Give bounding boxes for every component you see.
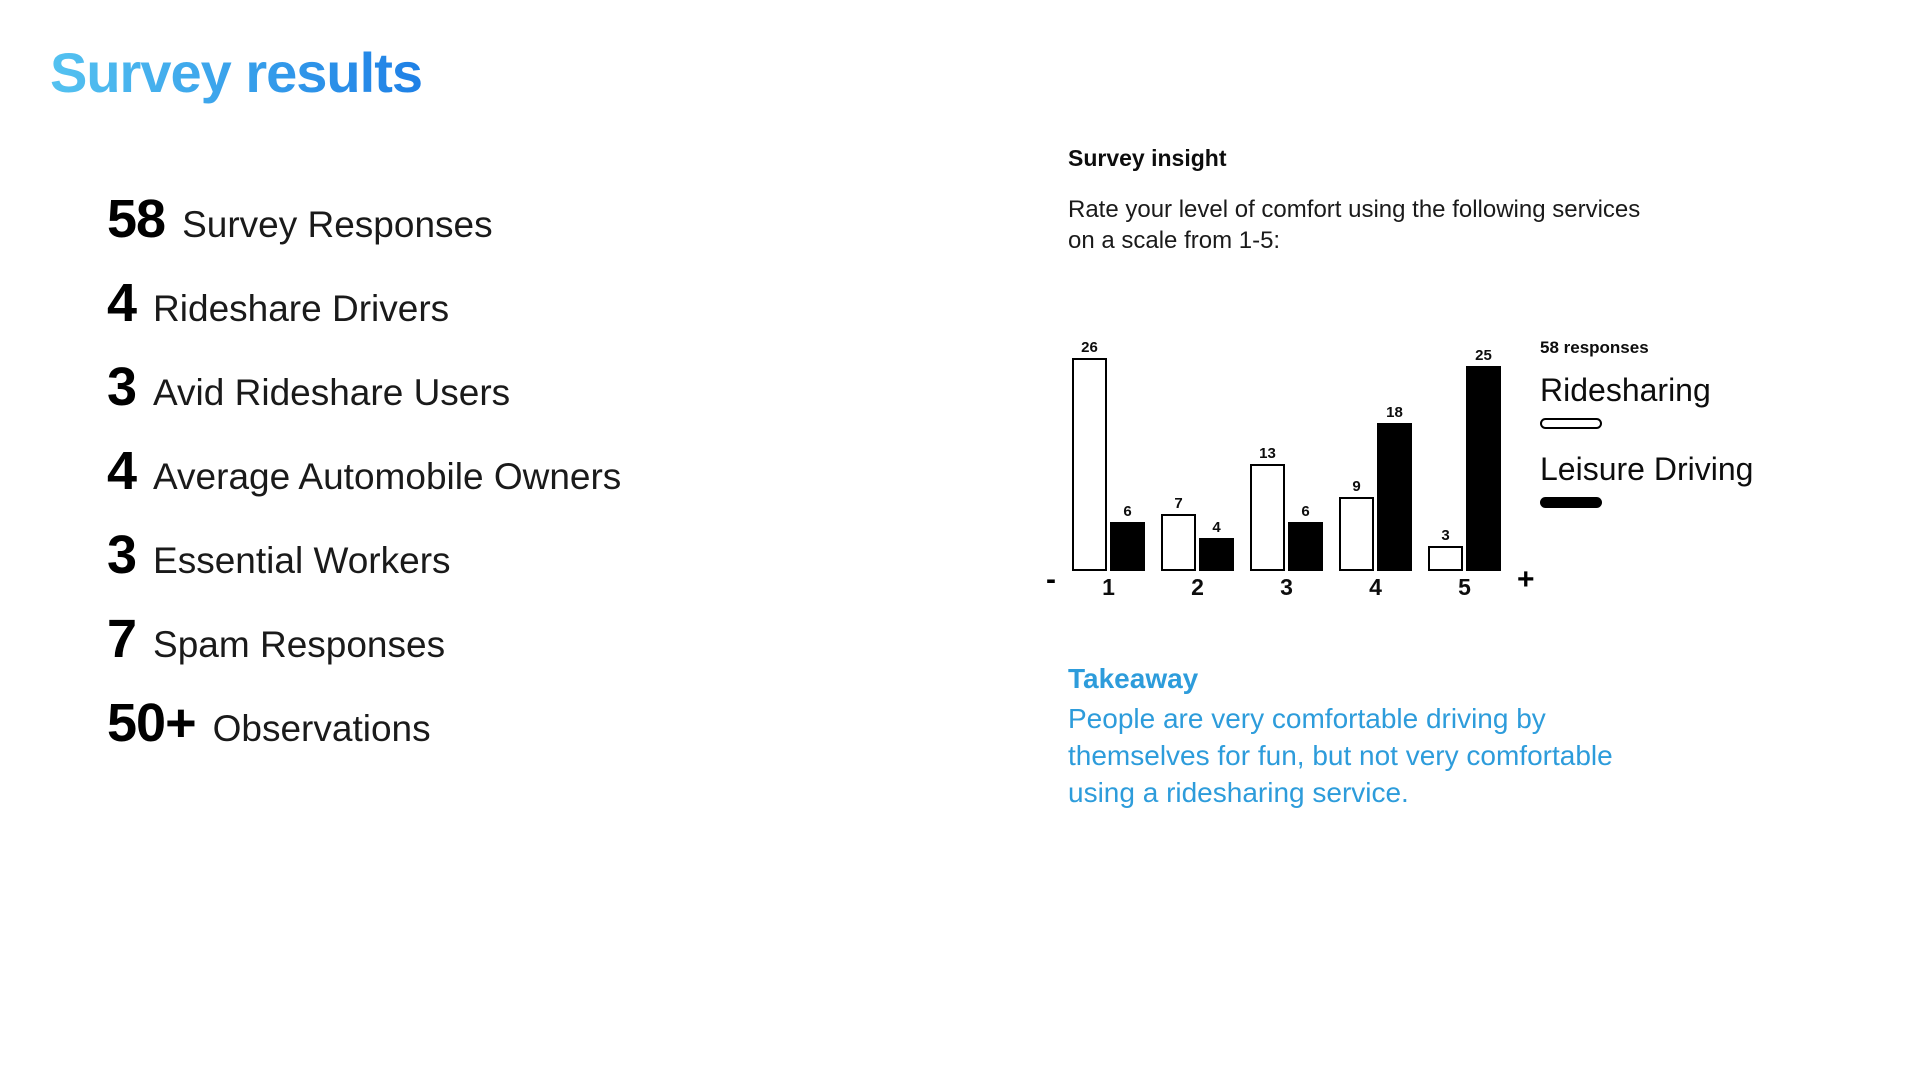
x-tick-label: 5 xyxy=(1458,574,1471,600)
bar-leisure-driving: 6 xyxy=(1288,504,1323,571)
stat-value: 4 xyxy=(107,273,137,333)
stat-value: 58 xyxy=(107,189,166,249)
chart-legend: 58 responses Ridesharing Leisure Driving xyxy=(1540,338,1753,532)
stats-list: 58 Survey Responses 4 Rideshare Drivers 3 Avi… xyxy=(107,192,621,780)
bar-ridesharing: 9 xyxy=(1339,479,1374,571)
bar-rect xyxy=(1466,366,1501,571)
takeaway-heading: Takeaway xyxy=(1068,663,1199,694)
stat-label: Rideshare Drivers xyxy=(153,288,450,329)
bar-leisure-driving: 4 xyxy=(1199,520,1234,571)
chart-group-4: 9 18 4 xyxy=(1339,405,1412,599)
x-tick-label: 3 xyxy=(1280,574,1293,600)
responses-count: 58 responses xyxy=(1540,338,1649,357)
bar-ridesharing: 26 xyxy=(1072,340,1107,571)
takeaway-text: People are very comfortable driving by t… xyxy=(1068,702,1613,808)
stat-row-4: 3 Essential Workers xyxy=(107,528,621,582)
page-title: Survey results xyxy=(50,41,423,104)
insight-heading: Survey insight xyxy=(1068,145,1227,171)
stat-value: 7 xyxy=(107,609,137,669)
bar-value-label: 13 xyxy=(1259,445,1276,463)
bar-value-label: 26 xyxy=(1081,338,1098,356)
legend-item-leisure-driving: Leisure Driving xyxy=(1540,453,1753,508)
bar-rect xyxy=(1072,357,1107,571)
bar-leisure-driving: 25 xyxy=(1466,348,1501,571)
insight-question: Rate your level of comfort using the fol… xyxy=(1068,196,1641,254)
x-tick-label: 2 xyxy=(1191,574,1204,600)
bar-rect xyxy=(1428,546,1463,571)
stat-value: 4 xyxy=(107,441,137,501)
bar-rect xyxy=(1161,513,1196,571)
stat-row-6: 50+ Observations xyxy=(107,696,621,750)
stat-label: Spam Responses xyxy=(153,624,446,665)
takeaway-section: Takeaway People are very comfortable dri… xyxy=(1068,662,1708,811)
stat-label: Essential Workers xyxy=(153,540,451,581)
leisure-driving-swatch xyxy=(1540,497,1602,508)
chart-group-3: 13 6 3 xyxy=(1250,446,1323,599)
x-tick-label: 1 xyxy=(1102,574,1115,600)
legend-item-ridesharing: Ridesharing xyxy=(1540,374,1753,429)
bar-rect xyxy=(1199,538,1234,571)
stat-value: 3 xyxy=(107,525,137,585)
stat-label: Avid Rideshare Users xyxy=(153,372,511,413)
stat-label: Observations xyxy=(212,708,431,749)
bar-rect xyxy=(1250,464,1285,571)
bar-value-label: 9 xyxy=(1352,478,1361,496)
bar-ridesharing: 3 xyxy=(1428,528,1463,571)
comfort-bar-chart: - 26 6 1 7 4 2 13 6 3 9 18 4 3 25 5 + xyxy=(1046,339,1535,599)
bar-rect xyxy=(1377,423,1412,571)
x-tick-label: 4 xyxy=(1369,574,1382,600)
axis-minus-label: - xyxy=(1046,563,1056,596)
stat-value: 3 xyxy=(107,357,137,417)
bar-value-label: 18 xyxy=(1386,404,1403,422)
chart-group-2: 7 4 2 xyxy=(1161,496,1234,599)
chart-group-5: 3 25 5 xyxy=(1428,348,1501,599)
legend-items: Ridesharing Leisure Driving xyxy=(1540,374,1753,508)
bar-ridesharing: 7 xyxy=(1161,496,1196,571)
bar-leisure-driving: 18 xyxy=(1377,405,1412,571)
bar-value-label: 3 xyxy=(1441,527,1450,545)
stat-label: Survey Responses xyxy=(182,204,493,245)
stat-value: 50+ xyxy=(107,693,197,753)
legend-series-name: Leisure Driving xyxy=(1540,451,1754,487)
stat-row-3: 4 Average Automobile Owners xyxy=(107,444,621,498)
axis-plus-label: + xyxy=(1517,563,1535,596)
stat-row-5: 7 Spam Responses xyxy=(107,612,621,666)
stat-row-1: 4 Rideshare Drivers xyxy=(107,276,621,330)
bar-value-label: 7 xyxy=(1174,494,1183,512)
stat-row-0: 58 Survey Responses xyxy=(107,192,621,246)
bar-value-label: 4 xyxy=(1212,519,1221,537)
bar-value-label: 6 xyxy=(1123,502,1132,520)
bar-leisure-driving: 6 xyxy=(1110,504,1145,571)
bar-value-label: 6 xyxy=(1301,502,1310,520)
ridesharing-swatch xyxy=(1540,418,1602,429)
chart-group-1: 26 6 1 xyxy=(1072,340,1145,599)
stat-row-2: 3 Avid Rideshare Users xyxy=(107,360,621,414)
bar-rect xyxy=(1288,521,1323,571)
bar-value-label: 25 xyxy=(1475,347,1492,364)
bar-rect xyxy=(1339,497,1374,571)
bar-rect xyxy=(1110,521,1145,571)
legend-series-name: Ridesharing xyxy=(1540,372,1711,408)
stat-label: Average Automobile Owners xyxy=(153,456,622,497)
bar-ridesharing: 13 xyxy=(1250,446,1285,571)
